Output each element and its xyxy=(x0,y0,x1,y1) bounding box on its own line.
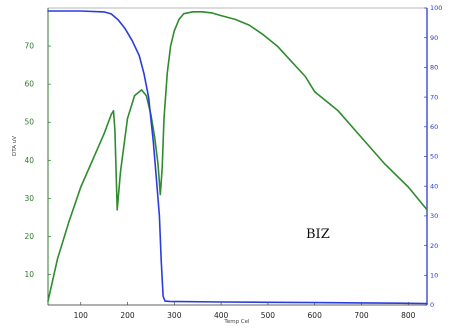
right-tick-label: 40 xyxy=(430,182,438,190)
right-axis-ticks: 0 10 20 30 40 50 60 70 80 90 100 xyxy=(424,4,442,309)
plot-frame xyxy=(47,7,428,306)
tg-series-line xyxy=(47,10,428,305)
right-tick-label: 0 xyxy=(430,301,434,309)
left-tick-label: 70 xyxy=(24,42,34,51)
x-tick-label: 600 xyxy=(308,311,323,320)
x-tick-label: 200 xyxy=(120,311,135,320)
x-axis-title: Temp Cel xyxy=(223,319,250,325)
x-tick-label: 400 xyxy=(214,311,229,320)
x-tick-label: 100 xyxy=(74,311,89,320)
left-axis-title: DTA uV xyxy=(12,136,18,156)
x-axis-ticks: 100 200 300 400 500 600 700 800 xyxy=(74,302,416,320)
right-tick-label: 90 xyxy=(430,34,438,42)
left-tick-label: 40 xyxy=(24,156,34,165)
dta-series-line xyxy=(47,11,428,303)
right-tick-label: 10 xyxy=(430,272,438,280)
right-tick-label: 20 xyxy=(430,242,438,250)
series-group xyxy=(47,10,428,305)
right-tick-label: 30 xyxy=(430,212,438,220)
x-tick-label: 500 xyxy=(261,311,276,320)
right-tick-label: 50 xyxy=(430,153,438,161)
left-tick-label: 30 xyxy=(24,194,34,203)
right-tick-label: 100 xyxy=(430,4,442,12)
left-tick-label: 50 xyxy=(24,118,34,127)
left-tick-label: 60 xyxy=(24,80,34,89)
annotation-label: BIZ xyxy=(306,227,330,242)
left-tick-label: 20 xyxy=(24,232,34,241)
x-tick-label: 700 xyxy=(354,311,369,320)
x-tick-label: 800 xyxy=(401,311,416,320)
right-tick-label: 70 xyxy=(430,93,438,101)
right-tick-label: 60 xyxy=(430,123,438,131)
left-axis-ticks: 10 20 30 40 50 60 70 xyxy=(24,42,51,279)
x-tick-label: 300 xyxy=(167,311,182,320)
right-tick-label: 80 xyxy=(430,64,438,72)
left-tick-label: 10 xyxy=(24,270,34,279)
